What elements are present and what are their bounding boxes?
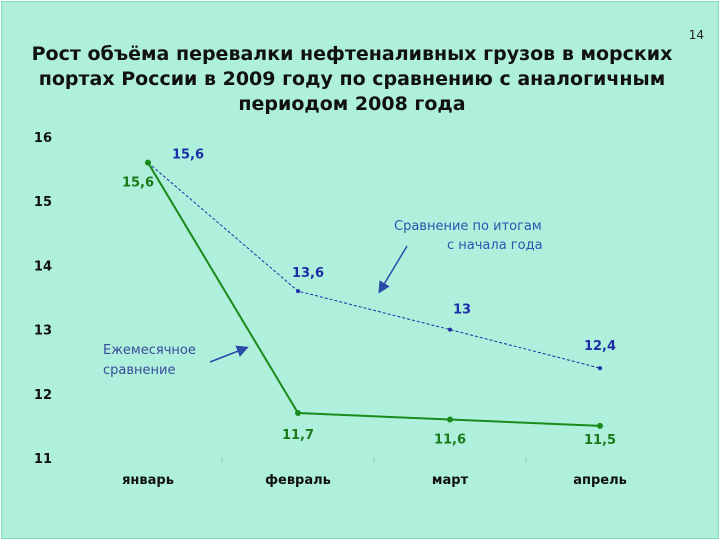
- chart-title: Рост объёма перевалки нефтеналивных груз…: [31, 43, 673, 115]
- data-point: [145, 159, 151, 166]
- data-label: 13,6: [292, 266, 324, 281]
- data-label: 11,6: [434, 432, 466, 447]
- data-label: 12,4: [584, 339, 616, 354]
- x-category-label: март: [432, 473, 469, 488]
- data-label: 15,6: [172, 148, 204, 163]
- chart-data-labels: 15,6 13,6 13 12,4 15,6 11,7 11,6 11,5: [122, 148, 616, 448]
- annotation-cumulative-line1: Сравнение по итогам: [394, 219, 542, 234]
- data-label: 11,5: [584, 433, 616, 448]
- annotation-monthly-line1: Ежемесячное: [103, 343, 196, 358]
- arrow-icon: [378, 245, 408, 294]
- data-label: 13: [453, 303, 471, 318]
- y-tick-label: 13: [34, 324, 52, 339]
- x-category-label: апрель: [573, 473, 627, 488]
- chart-annotations: Сравнение по итогам с начала года Ежемесяч…: [103, 219, 543, 378]
- arrow-icon: [209, 345, 249, 363]
- data-point: [447, 416, 453, 423]
- y-tick-label: 12: [34, 388, 52, 403]
- data-point: [295, 410, 301, 417]
- data-point: [296, 289, 300, 294]
- y-tick-label: 14: [34, 259, 52, 274]
- y-tick-label: 15: [34, 195, 52, 210]
- annotation-cumulative-line2: с начала года: [447, 238, 543, 253]
- data-point: [597, 422, 603, 429]
- x-category-label: январь: [122, 473, 174, 488]
- chart-lines: [145, 159, 603, 429]
- annotation-monthly-line2: сравнение: [103, 363, 175, 378]
- page-number: 14: [688, 28, 704, 42]
- series-line-monthly: [147, 162, 601, 427]
- chart-axes: 11 12 13 14 15 16 январь февраль март апрель: [34, 131, 627, 488]
- y-tick-label: 16: [34, 131, 52, 146]
- y-tick-label: 11: [34, 452, 52, 467]
- data-point: [448, 327, 452, 332]
- data-label: 15,6: [122, 176, 154, 191]
- data-label: 11,7: [282, 428, 314, 443]
- data-point: [598, 366, 602, 371]
- x-category-label: февраль: [265, 473, 331, 488]
- series-line-cumulative: [147, 162, 601, 369]
